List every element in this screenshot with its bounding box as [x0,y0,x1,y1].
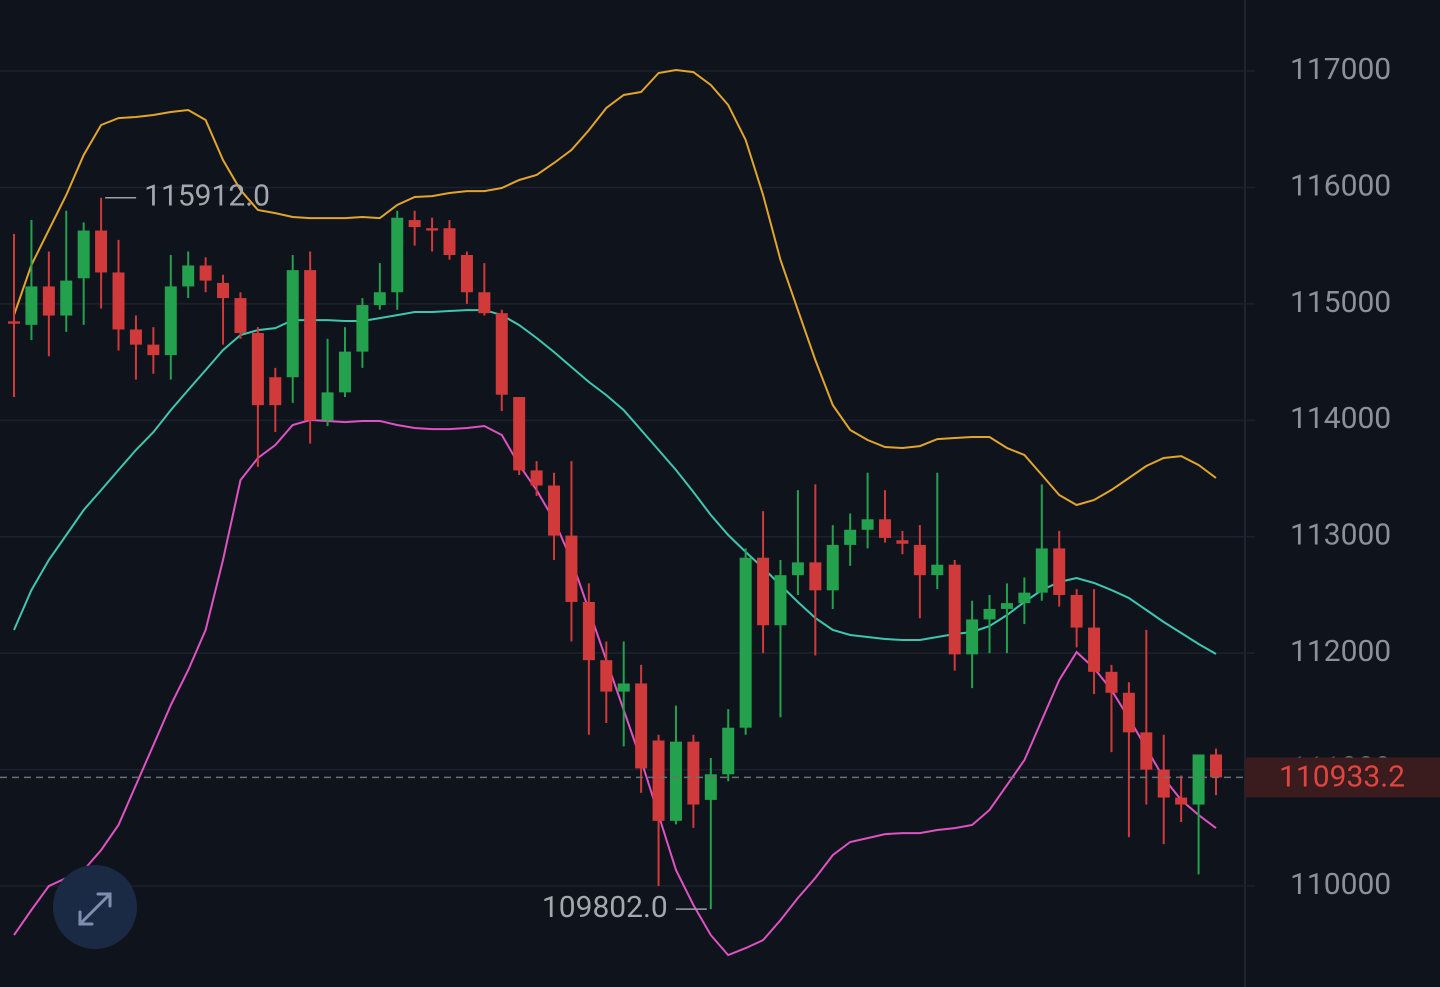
candle-body [844,529,857,545]
candle-body [408,220,421,228]
annotation-label: 115912.0 [144,179,270,214]
band-line [13,418,1217,957]
candle-body [147,344,160,356]
candle-body [1088,627,1101,672]
candle-body [164,286,177,356]
candle-body [791,562,804,576]
candle-body [426,228,439,231]
candle-body [1157,769,1170,798]
candle-body [983,608,996,620]
candle-body [1192,754,1205,805]
candle-body [495,313,508,395]
candle-body [687,741,700,805]
candle-body [25,286,38,325]
last-price-label: 110933.2 [1279,759,1405,794]
y-tick-label: 116000 [1290,168,1391,203]
expand-icon [78,892,112,926]
candle-body [478,292,491,314]
candle-body [95,230,108,273]
candle-body [1035,548,1048,593]
candle-body [338,351,351,393]
candle-body [1140,732,1153,770]
last-price-box [1245,757,1440,798]
candle-body [879,519,892,538]
candle-body [774,575,787,626]
candle-body [948,564,961,655]
candle-body [931,564,944,576]
candle-body [652,740,665,821]
candle-body [757,557,770,626]
candle-body [217,282,230,299]
candle-body [182,265,195,287]
y-tick-label: 112000 [1290,634,1391,669]
expand-button[interactable] [53,865,137,949]
candle-body [600,660,613,692]
annotation-label: 109802.0 [542,890,668,925]
candle-body [8,321,20,324]
candle-body [565,535,578,602]
y-tick-label: 114000 [1290,401,1391,436]
candle-body [739,557,752,728]
y-tick-label: 113000 [1290,518,1391,553]
candle-body [617,683,630,692]
band-line [13,309,1217,655]
candle-body [356,305,369,352]
y-tick-label: 117000 [1290,52,1391,87]
band-line [13,68,1217,507]
candle-body [321,392,334,421]
candle-body [234,298,247,333]
candle-body [251,332,264,406]
candle-body [582,601,595,661]
candle-body [304,270,317,421]
candle-body [513,397,526,471]
candle-body [443,228,456,255]
y-tick-label: 115000 [1290,285,1391,320]
candle-body [530,470,543,486]
candle-body [373,292,386,306]
candle-body [1000,603,1013,609]
candle-body [704,774,717,800]
candle-body [1105,671,1118,693]
candle-body [548,485,561,536]
candle-body [286,270,299,378]
candle-body [669,741,682,821]
candle-body [460,254,473,293]
candle-body [1070,594,1083,628]
candle-body [826,544,839,591]
y-tick-label: 110000 [1290,867,1391,902]
candle-body [112,272,125,330]
candle-body [635,683,648,769]
candle-body [199,265,212,281]
candle-body [269,377,282,406]
candle-body [60,280,73,316]
candle-body [391,217,404,293]
candle-body [1122,692,1135,733]
candle-body [1175,797,1188,805]
candle-body [722,727,735,775]
candle-body [966,619,979,655]
candle-body [42,286,55,316]
candle-body [1053,548,1066,595]
candle-body [1210,754,1222,778]
candle-body [896,540,909,544]
candle-body [129,329,142,345]
candle-body [809,562,822,591]
candle-body [77,230,90,279]
candle-body [913,544,926,576]
candle-body [861,519,874,530]
candle-body [1018,592,1031,604]
